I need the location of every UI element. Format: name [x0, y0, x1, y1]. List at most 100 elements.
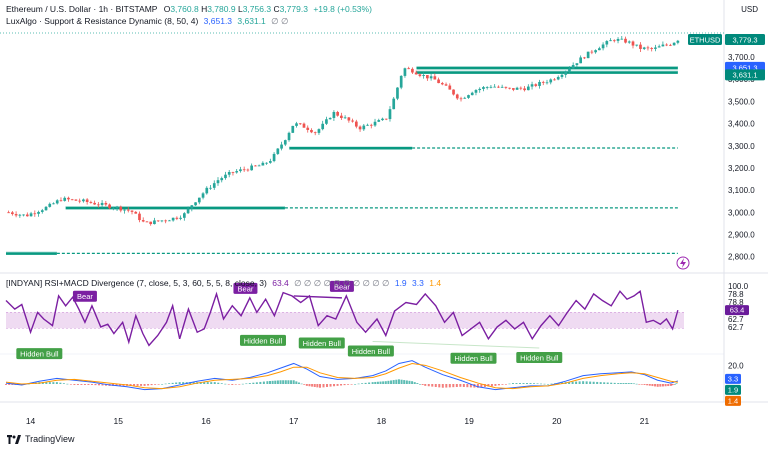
candle-body [620, 38, 624, 40]
rsi-value-label: 63.4 [730, 306, 745, 315]
currency-label: USD [741, 5, 758, 14]
macd-histogram-bar [371, 382, 374, 384]
candle-body [156, 220, 160, 222]
macd-histogram-bar [136, 384, 139, 386]
candle-body [48, 203, 52, 207]
candle-body [126, 209, 130, 211]
candle-body [388, 109, 392, 120]
candle-body [553, 79, 556, 81]
candle-body [489, 86, 493, 88]
hidden-bull-label-box [16, 348, 63, 360]
hidden-bull-label-box [516, 352, 563, 364]
macd-histogram-bar [73, 384, 76, 385]
macd-histogram-bar [252, 382, 255, 384]
macd-histogram-bar [154, 384, 157, 385]
candle-body [534, 84, 538, 86]
candle-body [392, 98, 396, 110]
open-value: 3,760.8 [170, 4, 199, 14]
macd-histogram-bar [533, 383, 536, 384]
macd-value-label-box [725, 373, 741, 384]
macd-histogram-bar [592, 381, 595, 384]
macd-histogram-bar [504, 384, 507, 385]
indicator-title[interactable]: LuxAlgo · Support & Resistance Dynamic (… [6, 16, 199, 26]
macd-histogram-bar [483, 384, 486, 387]
time-tick-label: 17 [289, 416, 299, 426]
close-value: 3,779.3 [279, 4, 308, 14]
indicator-header[interactable]: LuxAlgo · Support & Resistance Dynamic (… [6, 16, 288, 27]
candle-body [598, 48, 601, 51]
close-label: C [273, 4, 280, 14]
candle-body [242, 169, 246, 171]
signal-line [5, 362, 678, 390]
macd-histogram-bar [274, 380, 277, 384]
candle-body [515, 87, 519, 90]
macd-histogram-bar [633, 383, 636, 385]
hidden-bull-label: Hidden Bull [454, 354, 493, 363]
sub-indicator-title[interactable]: [INDYAN] RSI+MACD Divergence (7, close, … [6, 278, 267, 288]
macd-histogram-bar [487, 384, 490, 387]
macd-histogram-bar [248, 383, 251, 384]
macd-histogram-bar [133, 384, 136, 386]
macd-histogram-bar [171, 382, 174, 384]
divergence-line [372, 340, 540, 349]
price-tick-label: 3,000.0 [728, 208, 755, 217]
macd-histogram-bar [313, 384, 316, 387]
macd-histogram-bar [220, 383, 223, 384]
macd-histogram-bar [224, 383, 227, 385]
price-tick-label: 3,300.0 [728, 142, 755, 151]
candle-body [40, 210, 44, 212]
tradingview-logo[interactable]: TradingView [7, 434, 75, 444]
candle-body [138, 213, 141, 221]
macd-histogram-bar [550, 383, 553, 385]
level-price-label: 3,631.1 [732, 71, 757, 80]
macd-histogram-bar [411, 381, 414, 384]
candle-body [25, 214, 29, 217]
sub-value-3: 1.4 [429, 278, 442, 288]
macd-histogram-bar [8, 384, 11, 385]
candle-body [351, 120, 354, 122]
macd-histogram-bar [640, 384, 643, 385]
candle-body [205, 187, 209, 194]
macd-histogram-bar [311, 384, 314, 387]
macd-histogram-bar [101, 384, 104, 386]
macd-histogram-bar [455, 384, 458, 387]
macd-histogram-bar [300, 383, 303, 385]
macd-histogram-bar [661, 384, 664, 387]
candle-body [616, 38, 620, 41]
price-tick-label: 2,800.0 [728, 253, 755, 262]
macd-histogram-bar [303, 384, 306, 385]
macd-histogram-bar [245, 383, 248, 385]
histogram-value-label-box [725, 384, 741, 395]
candle-body [18, 214, 22, 216]
macd-histogram-bar [5, 384, 7, 385]
candle-body [624, 38, 627, 43]
macd-histogram-bar [164, 383, 167, 385]
candle-body [179, 217, 182, 219]
candle-body [216, 180, 220, 184]
macd-histogram-bar [480, 384, 483, 388]
candle-body [141, 220, 145, 222]
candle-body [37, 211, 40, 214]
candle-body [377, 120, 381, 122]
bear-divergence-label-box [233, 282, 258, 294]
sub-indicator-header[interactable]: [INDYAN] RSI+MACD Divergence (7, close, … [6, 278, 441, 289]
candle-body [452, 89, 455, 95]
candle-body [272, 153, 276, 162]
candle-body [33, 213, 37, 215]
candle-body [115, 206, 119, 209]
rsi-band-label: 62.7 [728, 315, 744, 324]
macd-histogram-bar [52, 382, 55, 384]
macd-histogram-bar [340, 384, 343, 386]
candle-body [396, 87, 399, 99]
macd-histogram-bar [529, 383, 532, 384]
macd-histogram-bar [672, 384, 675, 385]
macd-histogram-bar [147, 384, 150, 386]
macd-histogram-bar [262, 381, 265, 384]
candle-body [280, 144, 283, 149]
candle-body [571, 65, 575, 69]
candle-body [538, 81, 541, 86]
candle-body [295, 123, 298, 126]
macd-histogram-bar [69, 384, 72, 385]
macd-histogram-bar [390, 380, 393, 384]
